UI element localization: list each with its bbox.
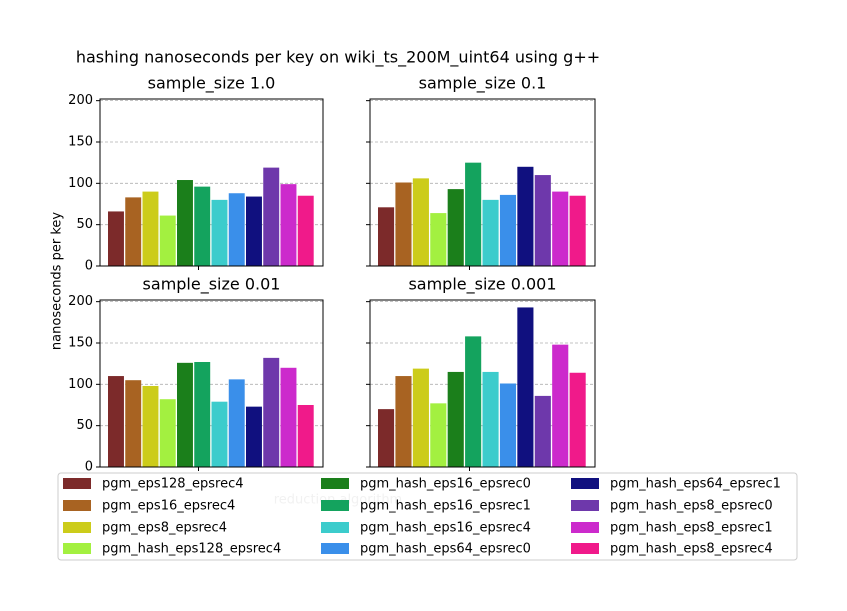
legend-swatch <box>63 543 91 554</box>
bar <box>465 336 482 467</box>
subplot-title: sample_size 0.01 <box>143 275 281 295</box>
legend-swatch <box>571 522 599 533</box>
bar <box>297 195 314 266</box>
bar <box>517 307 534 467</box>
bar <box>246 196 262 266</box>
bar <box>246 406 262 467</box>
y-tick-label: 200 <box>68 93 93 108</box>
bar <box>395 182 412 266</box>
y-tick-label: 50 <box>76 217 93 232</box>
y-tick-label: 150 <box>68 335 93 350</box>
axes-frame <box>99 299 324 468</box>
subplot-title: sample_size 1.0 <box>148 74 276 94</box>
legend-swatch <box>63 522 91 533</box>
bar <box>159 399 176 467</box>
axes-frame <box>369 98 596 267</box>
legend-label: pgm_hash_eps64_epsrec0 <box>360 542 531 557</box>
legend-label: pgm_eps128_epsrec4 <box>102 477 244 492</box>
bar <box>569 195 586 266</box>
legend-label: pgm_hash_eps8_epsrec1 <box>610 521 773 536</box>
axes-frame <box>99 98 324 267</box>
bar <box>108 376 124 467</box>
bar <box>125 380 142 467</box>
bar <box>412 178 429 266</box>
bar <box>108 211 124 266</box>
legend-label: pgm_hash_eps16_epsrec4 <box>360 521 531 536</box>
legend-swatch <box>571 500 599 511</box>
bar <box>280 184 297 266</box>
bar <box>482 199 499 266</box>
subplot-title: sample_size 0.001 <box>408 275 556 295</box>
bar <box>142 191 159 266</box>
chart-title: hashing nanoseconds per key on wiki_ts_2… <box>76 48 600 68</box>
y-tick-label: 100 <box>68 377 93 392</box>
bar <box>211 199 228 266</box>
y-tick-label: 0 <box>85 259 93 274</box>
bar <box>194 186 211 266</box>
bar <box>447 371 464 467</box>
legend-box <box>57 472 798 561</box>
legend-label: pgm_eps16_epsrec4 <box>102 499 235 514</box>
subplot-title: sample_size 0.1 <box>419 74 547 94</box>
bar <box>499 383 517 467</box>
bar <box>228 379 245 467</box>
y-tick-label: 100 <box>68 176 93 191</box>
legend-label: pgm_hash_eps8_epsrec4 <box>610 542 773 557</box>
y-tick-label: 0 <box>85 460 93 475</box>
bar <box>569 372 586 467</box>
legend-label: pgm_hash_eps16_epsrec0 <box>360 477 531 492</box>
bar <box>378 207 395 266</box>
legend-swatch <box>63 500 91 511</box>
legend-swatch <box>63 478 91 489</box>
legend-swatch <box>321 478 349 489</box>
bar <box>552 344 569 467</box>
bar <box>125 197 142 266</box>
bar <box>482 371 499 467</box>
y-axis-label: nanoseconds per key <box>50 212 65 350</box>
bar <box>430 403 447 467</box>
bar <box>177 362 193 467</box>
legend-swatch <box>571 478 599 489</box>
bar <box>194 362 211 467</box>
y-tick-label: 50 <box>76 418 93 433</box>
bar <box>263 357 280 467</box>
bar <box>395 376 412 467</box>
bar <box>465 162 482 266</box>
legend-swatch <box>321 543 349 554</box>
bar <box>378 409 395 467</box>
bar <box>517 166 534 266</box>
bar <box>263 167 280 266</box>
bar <box>447 189 464 266</box>
y-tick-label: 200 <box>68 294 93 309</box>
bar <box>177 180 193 266</box>
axes-frame <box>369 299 596 468</box>
bar <box>552 191 569 266</box>
bar <box>280 367 297 467</box>
bar <box>430 213 447 266</box>
legend-label: pgm_hash_eps64_epsrec1 <box>610 477 781 492</box>
bar <box>412 368 429 467</box>
bar <box>211 401 228 467</box>
bar <box>534 395 551 467</box>
legend-label: pgm_hash_eps128_epsrec4 <box>102 542 281 557</box>
bar <box>534 175 551 266</box>
bar <box>159 215 176 266</box>
bar <box>228 193 245 266</box>
y-tick-label: 150 <box>68 134 93 149</box>
legend-label: pgm_hash_eps8_epsrec0 <box>610 499 773 514</box>
bar <box>499 194 517 266</box>
legend-label: pgm_hash_eps16_epsrec1 <box>360 499 531 514</box>
legend-label: pgm_eps8_epsrec4 <box>102 521 227 536</box>
bar <box>297 404 314 467</box>
legend-swatch <box>571 543 599 554</box>
legend-swatch <box>321 500 349 511</box>
legend-swatch <box>321 522 349 533</box>
bar <box>142 385 159 467</box>
